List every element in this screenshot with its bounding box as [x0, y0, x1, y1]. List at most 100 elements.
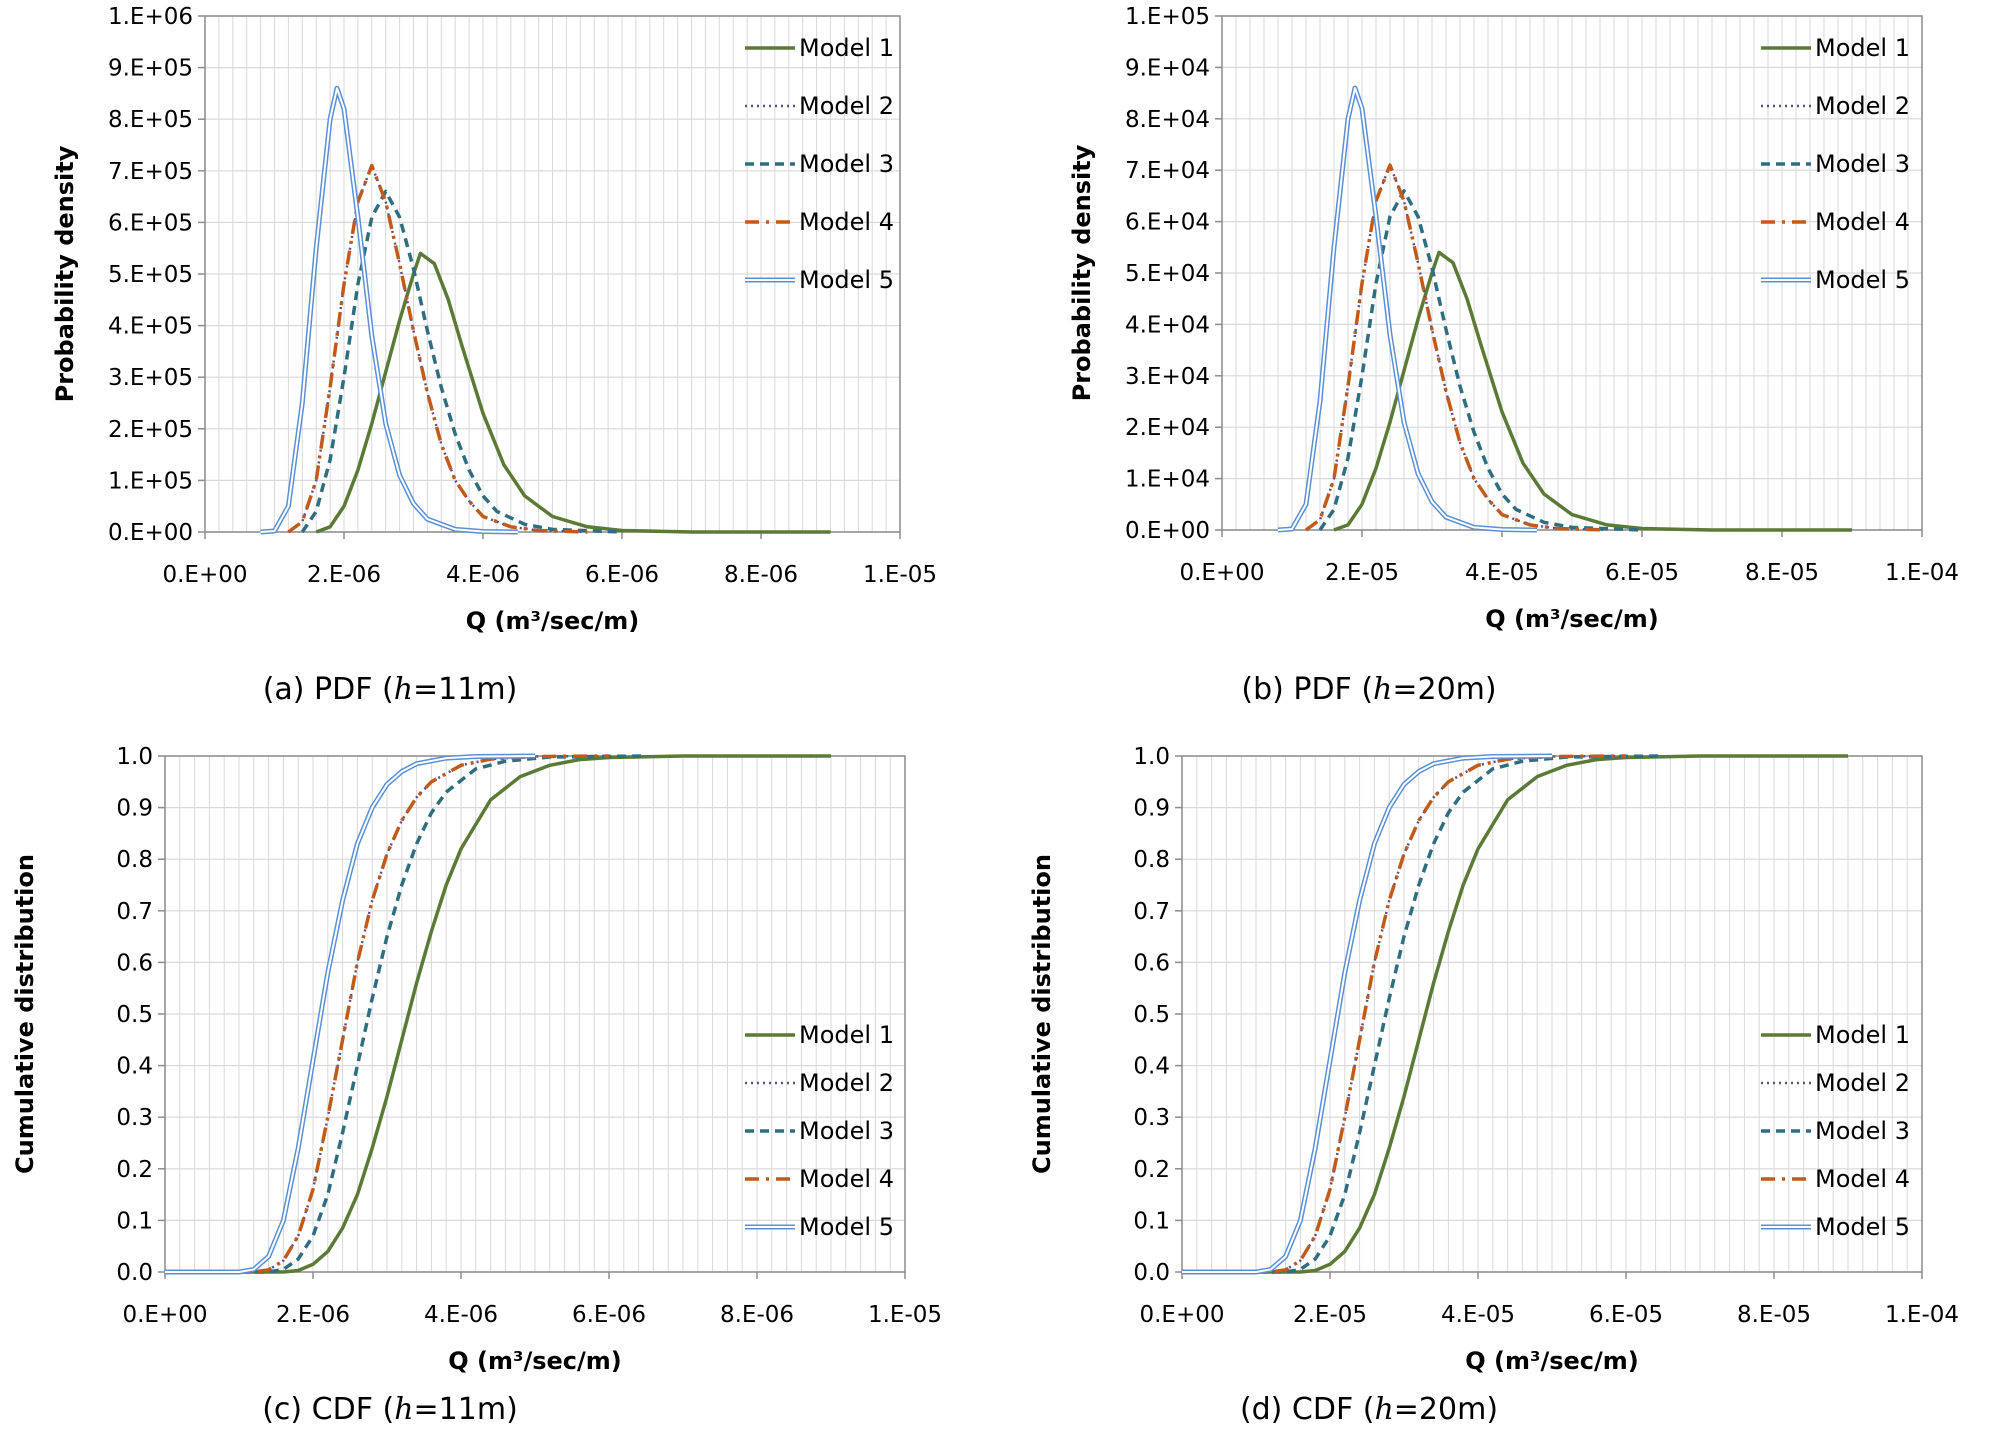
x-tick-label: 0.E+00	[1139, 1302, 1224, 1328]
y-tick-label: 0.8	[116, 847, 153, 873]
chart-c-svg: 0.0 0.1 0.2 0.3 0.4 0.5 0.6 0.7 0.8 0.9 1.0 0.E+00 2…	[11, 744, 942, 1375]
series-line-model-3	[300, 189, 623, 534]
legend-entry-model-5: Model 5	[745, 1213, 894, 1241]
legend-label: Model 3	[1815, 150, 1910, 178]
x-tick-label: 0.E+00	[162, 562, 247, 588]
chart-d-caption: (d) CDF (h=20m)	[1004, 1392, 1734, 1427]
series-line-model-2	[287, 164, 588, 534]
legend-label: Model 1	[1815, 34, 1910, 62]
chart-c-caption: (c) CDF (h=11m)	[0, 1392, 780, 1427]
legend-label: Model 3	[799, 1117, 894, 1145]
chart-a-caption: (a) PDF (h=11m)	[0, 672, 780, 707]
x-tick-label: 4.E-06	[446, 562, 520, 588]
x-tick-label: 8.E-05	[1737, 1302, 1811, 1328]
y-tick-label: 0.7	[116, 899, 153, 925]
legend-label: Model 5	[1815, 266, 1910, 294]
series-line-inner-model-5	[165, 755, 536, 1273]
series-line-model-1	[1333, 250, 1852, 532]
y-tick-label: 4.E+04	[1125, 312, 1210, 338]
x-tick-label: 6.E-05	[1589, 1302, 1663, 1328]
y-tick-label: 0.6	[116, 950, 153, 976]
y-tick-label: 0.E+00	[108, 520, 193, 546]
legend-label: Model 2	[799, 1069, 894, 1097]
series-line-model-1	[315, 251, 831, 534]
series-line-model-5	[260, 85, 518, 535]
y-tick-label: 1.0	[116, 744, 153, 770]
legend-entry-model-1: Model 1	[745, 34, 894, 62]
chart-b-svg: 0.E+00 1.E+04 2.E+04 3.E+04 4.E+04 5.E+04 6.E+…	[1068, 4, 1959, 633]
caption-prefix: (a) PDF (	[262, 672, 394, 707]
caption-suffix: =20m)	[1392, 672, 1497, 707]
y-tick-label: 6.E+04	[1125, 210, 1210, 236]
legend-label: Model 4	[799, 208, 894, 236]
x-axis-title: Q (m³/sec/m)	[1485, 605, 1659, 633]
legend-entry-model-3: Model 3	[1761, 1117, 1910, 1145]
caption-var: h	[1374, 1392, 1394, 1427]
y-tick-label: 0.4	[1133, 1054, 1170, 1080]
legend-entry-model-1: Model 1	[1761, 1021, 1910, 1049]
y-tick-label: 7.E+05	[108, 159, 193, 185]
legend-entry-model-4: Model 4	[1761, 1165, 1910, 1193]
y-tick-label: 1.E+06	[108, 4, 193, 30]
series-line-model-2	[1182, 754, 1627, 1274]
x-tick-label: 4.E-05	[1465, 560, 1539, 586]
x-tick-label: 2.E-05	[1325, 560, 1399, 586]
y-axis-title: Probability density	[1068, 144, 1096, 401]
x-tick-label: 0.E+00	[1179, 560, 1264, 586]
y-tick-label: 5.E+04	[1125, 261, 1210, 287]
x-tick-label: 2.E-05	[1293, 1302, 1367, 1328]
series-line-model-2	[165, 754, 610, 1274]
y-tick-label: 5.E+05	[108, 262, 193, 288]
legend-label: Model 2	[799, 92, 894, 120]
legend-entry-model-5: Model 5	[1761, 266, 1910, 294]
series-line-model-5	[1277, 85, 1538, 533]
x-tick-label: 1.E-05	[868, 1302, 942, 1328]
x-tick-label: 1.E-04	[1885, 1302, 1959, 1328]
legend-entry-model-3: Model 3	[1761, 150, 1910, 178]
legend-label: Model 1	[799, 34, 894, 62]
legend-entry-model-2: Model 2	[745, 1069, 894, 1097]
y-axis-title: Cumulative distribution	[11, 854, 39, 1174]
x-tick-label: 2.E-06	[307, 562, 381, 588]
x-tick-label: 1.E-04	[1885, 560, 1959, 586]
series-line-inner-model-5	[260, 87, 518, 533]
y-tick-label: 0.9	[1133, 796, 1170, 822]
x-tick-label: 8.E-05	[1745, 560, 1819, 586]
caption-prefix: (d) CDF (	[1239, 1392, 1375, 1427]
x-tick-label: 6.E-05	[1605, 560, 1679, 586]
y-tick-label: 0.3	[116, 1105, 153, 1131]
y-tick-label: 0.9	[116, 796, 153, 822]
legend-label: Model 4	[1815, 1165, 1910, 1193]
y-tick-label: 1.E+05	[108, 468, 193, 494]
legend-label: Model 5	[799, 1213, 894, 1241]
x-tick-label: 6.E-06	[572, 1302, 646, 1328]
series-line-inner-model-5	[1182, 755, 1553, 1273]
y-axis-title: Probability density	[51, 145, 79, 402]
y-tick-label: 9.E+05	[108, 56, 193, 82]
legend-entry-model-1: Model 1	[745, 1021, 894, 1049]
y-tick-label: 6.E+05	[108, 210, 193, 236]
x-tick-label: 8.E-06	[724, 562, 798, 588]
y-tick-label: 9.E+04	[1125, 55, 1210, 81]
series-line-inner-model-5	[1277, 87, 1538, 531]
y-axis-title: Cumulative distribution	[1028, 854, 1056, 1174]
legend-entry-model-4: Model 4	[1761, 208, 1910, 236]
legend-entry-model-1: Model 1	[1761, 34, 1910, 62]
chart-d-svg: 0.0 0.1 0.2 0.3 0.4 0.5 0.6 0.7 0.8 0.9 1.0 0.E+00 2…	[1028, 744, 1959, 1375]
y-tick-label: 0.5	[1133, 1002, 1170, 1028]
y-tick-label: 0.E+00	[1125, 518, 1210, 544]
legend-label: Model 1	[799, 1021, 894, 1049]
y-tick-label: 0.0	[1133, 1260, 1170, 1286]
legend-entry-model-3: Model 3	[745, 1117, 894, 1145]
caption-var: h	[1373, 672, 1393, 707]
chart-a-svg: 0.E+00 1.E+05 2.E+05 3.E+05 4.E+05 5.E+05 6.E+…	[51, 4, 937, 635]
chart-panel-d: 0.0 0.1 0.2 0.3 0.4 0.5 0.6 0.7 0.8 0.9 1.0 0.E+00 2…	[1004, 740, 2008, 1440]
caption-suffix: =11m)	[413, 672, 518, 707]
legend-label: Model 4	[1815, 208, 1910, 236]
legend-label: Model 2	[1815, 92, 1910, 120]
series-line-model-1	[165, 754, 831, 1274]
chart-panel-a: 0.E+00 1.E+05 2.E+05 3.E+05 4.E+05 5.E+05 6.E+…	[0, 0, 1004, 720]
chart-panel-b: 0.E+00 1.E+04 2.E+04 3.E+04 4.E+04 5.E+04 6.E+…	[1004, 0, 2008, 720]
series-line-model-4	[1304, 163, 1608, 532]
y-tick-label: 3.E+04	[1125, 364, 1210, 390]
